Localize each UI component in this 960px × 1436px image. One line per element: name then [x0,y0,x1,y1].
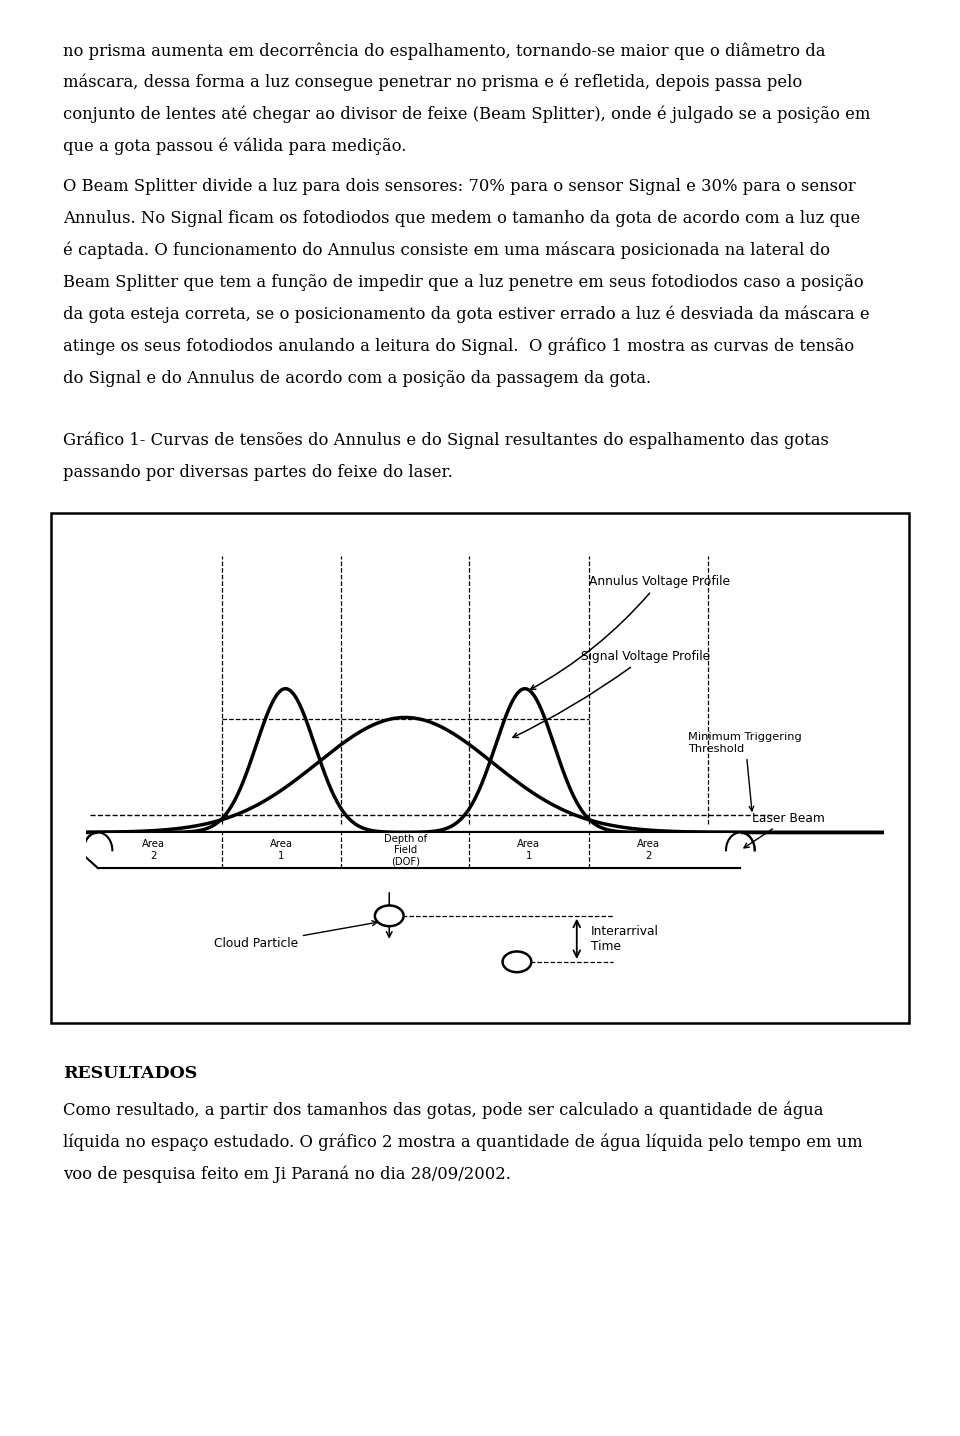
Text: atinge os seus fotodiodos anulando a leitura do Signal.  O gráfico 1 mostra as c: atinge os seus fotodiodos anulando a lei… [63,337,854,355]
Circle shape [374,906,403,926]
Text: máscara, dessa forma a luz consegue penetrar no prisma e é refletida, depois pas: máscara, dessa forma a luz consegue pene… [63,75,803,92]
Text: Annulus Voltage Profile: Annulus Voltage Profile [531,576,730,689]
Text: Signal Voltage Profile: Signal Voltage Profile [513,651,709,738]
Text: Area
1: Area 1 [270,840,293,862]
Text: Interarrival
Time: Interarrival Time [591,925,659,954]
Text: Como resultado, a partir dos tamanhos das gotas, pode ser calculado a quantidade: Como resultado, a partir dos tamanhos da… [63,1101,824,1120]
Bar [51,514,909,1024]
Text: Area
2: Area 2 [142,840,165,862]
Text: Minimum Triggering
Threshold: Minimum Triggering Threshold [688,732,803,811]
Text: da gota esteja correta, se o posicionamento da gota estiver errado a luz é desvi: da gota esteja correta, se o posicioname… [63,306,870,323]
Text: Annulus. No Signal ficam os fotodiodos que medem o tamanho da gota de acordo com: Annulus. No Signal ficam os fotodiodos q… [63,210,860,227]
Text: Beam Splitter que tem a função de impedir que a luz penetre em seus fotodiodos c: Beam Splitter que tem a função de impedi… [63,274,864,290]
Text: Area
2: Area 2 [637,840,660,862]
Text: O Beam Splitter divide a luz para dois sensores: 70% para o sensor Signal e 30% : O Beam Splitter divide a luz para dois s… [63,178,855,195]
Text: conjunto de lentes até chegar ao divisor de feixe (Beam Splitter), onde é julgad: conjunto de lentes até chegar ao divisor… [63,106,871,123]
Circle shape [502,952,531,972]
Text: Depth of
Field
(DOF): Depth of Field (DOF) [384,834,427,867]
Text: voo de pesquisa feito em Ji Paraná no dia 28/09/2002.: voo de pesquisa feito em Ji Paraná no di… [63,1166,511,1183]
Text: líquida no espaço estudado. O gráfico 2 mostra a quantidade de água líquida pelo: líquida no espaço estudado. O gráfico 2 … [63,1134,863,1152]
Text: Cloud Particle: Cloud Particle [214,920,377,951]
Text: do Signal e do Annulus de acordo com a posição da passagem da gota.: do Signal e do Annulus de acordo com a p… [63,369,651,386]
Text: é captada. O funcionamento do Annulus consiste em uma máscara posicionada na lat: é captada. O funcionamento do Annulus co… [63,241,830,260]
Text: que a gota passou é válida para medição.: que a gota passou é válida para medição. [63,138,406,155]
Text: Area
1: Area 1 [517,840,540,862]
Text: RESULTADOS: RESULTADOS [63,1066,197,1083]
Text: passando por diversas partes do feixe do laser.: passando por diversas partes do feixe do… [63,464,453,481]
Text: Gráfico 1- Curvas de tensões do Annulus e do Signal resultantes do espalhamento : Gráfico 1- Curvas de tensões do Annulus … [63,432,828,449]
Text: no prisma aumenta em decorrência do espalhamento, tornando-se maior que o diâmet: no prisma aumenta em decorrência do espa… [63,42,826,59]
Text: Laser Beam: Laser Beam [744,811,826,847]
